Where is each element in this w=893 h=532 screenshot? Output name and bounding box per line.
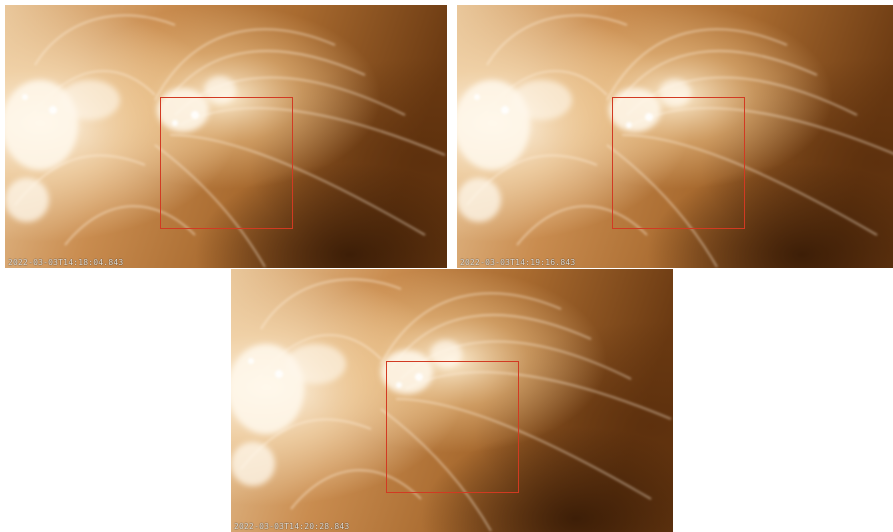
solar-image-panel-2: 2022-03-03T14:19:16.843: [457, 5, 893, 268]
region-of-interest-box: [386, 361, 519, 493]
region-of-interest-box: [160, 97, 293, 229]
solar-corona-image: [5, 5, 447, 268]
timestamp-label: 2022-03-03T14:19:16.843: [460, 258, 576, 267]
timestamp-label: 2022-03-03T14:18:04.843: [8, 258, 124, 267]
solar-corona-image: [457, 5, 893, 268]
solar-image-panel-3: 2022-03-03T14:20:28.843: [231, 269, 673, 532]
timestamp-label: 2022-03-03T14:20:28.843: [234, 522, 350, 531]
region-of-interest-box: [612, 97, 745, 229]
solar-image-panel-1: 2022-03-03T14:18:04.843: [5, 5, 447, 268]
solar-corona-image: [231, 269, 673, 532]
